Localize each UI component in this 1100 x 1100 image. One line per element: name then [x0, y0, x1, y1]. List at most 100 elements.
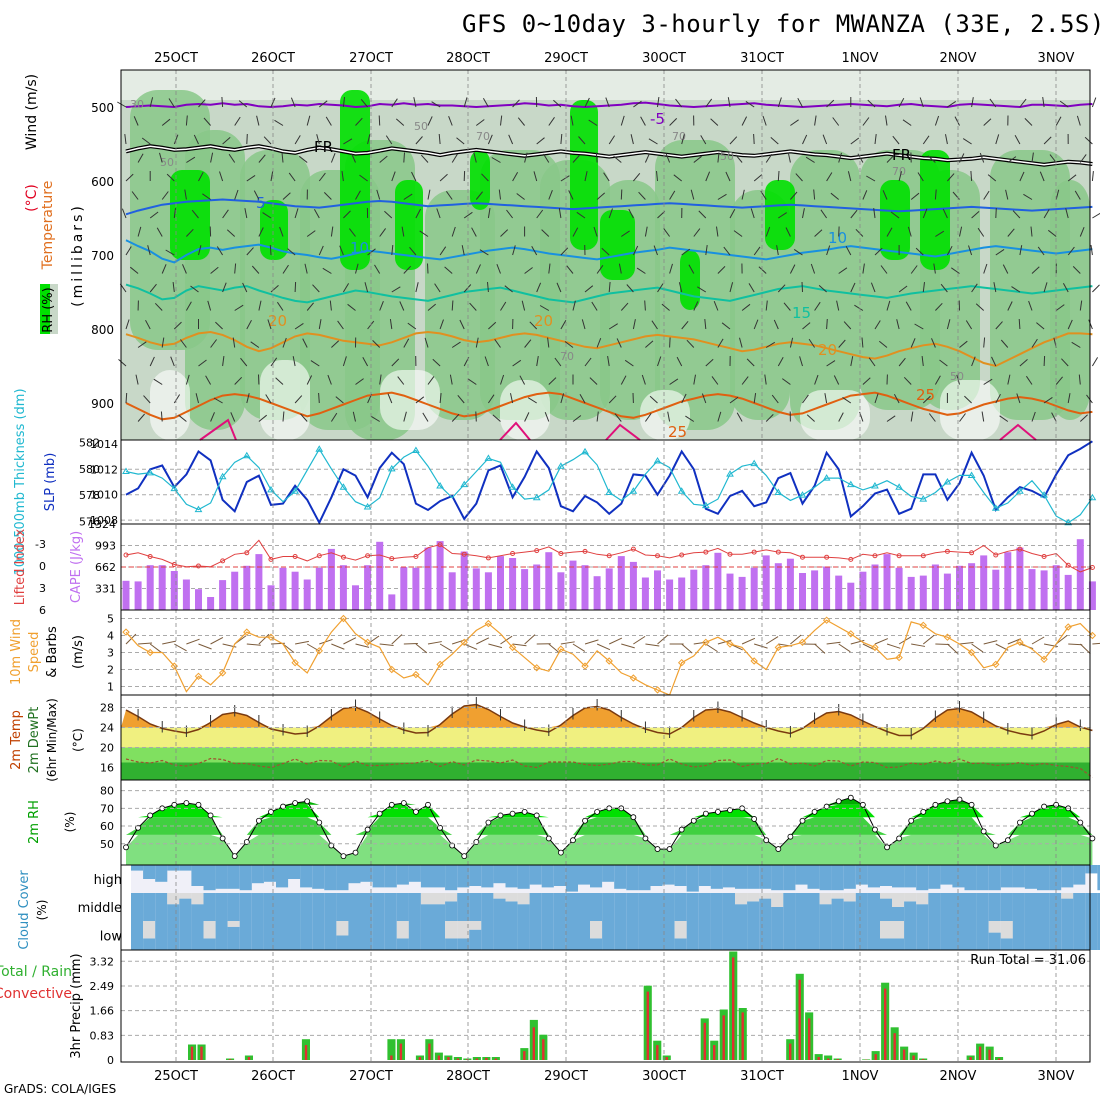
wind-barb	[203, 117, 211, 126]
cloud-cell	[348, 865, 361, 884]
wind-barb	[717, 411, 722, 422]
wind-barb	[765, 153, 773, 163]
wind-barb	[657, 210, 666, 219]
wind-barb	[814, 229, 823, 237]
wind-barb	[822, 134, 828, 145]
wind-barb	[1067, 393, 1071, 404]
slp-tick-label: 1010	[90, 489, 118, 502]
wind-barb	[685, 415, 695, 422]
wind-barb	[910, 338, 916, 348]
li-marker	[944, 548, 950, 554]
li-marker	[799, 554, 805, 560]
wind-barb	[971, 356, 976, 367]
dew-band	[121, 762, 1090, 780]
wind-barb	[524, 152, 528, 163]
wind-barb	[765, 341, 776, 348]
wind-barb	[723, 246, 731, 256]
precip-convective-bar	[997, 1058, 1001, 1060]
wind-barb	[367, 134, 371, 145]
cape-bar	[943, 573, 951, 610]
rh2m-axis-label: 2m RH	[27, 800, 42, 844]
precip-convective-bar	[542, 1039, 545, 1060]
wind-barb	[886, 154, 895, 163]
cape-bar	[835, 575, 843, 610]
cape-bar	[291, 571, 299, 610]
cloud-cell	[1049, 921, 1062, 950]
wind-marker	[581, 662, 589, 670]
wind-barb	[965, 320, 973, 330]
cape-tick-label: 331	[95, 583, 116, 596]
precip-convective-bar	[447, 1057, 450, 1060]
cloud-cell	[674, 938, 687, 950]
cloud-cell	[940, 893, 953, 921]
cape-bar	[400, 567, 408, 610]
wind-barb	[318, 245, 324, 256]
wind-barb	[874, 247, 883, 256]
wind-barb	[504, 285, 513, 293]
wind-barb	[676, 356, 683, 367]
wind-marker	[822, 616, 831, 624]
wind-barb	[572, 154, 581, 163]
wind-barb	[445, 191, 453, 200]
wind-barb	[713, 301, 719, 311]
wind-barb	[337, 320, 344, 330]
date-label-top: 3NOV	[1038, 51, 1075, 66]
wind-barb	[596, 265, 604, 274]
wind-barb	[135, 374, 139, 385]
wind-barb	[306, 302, 314, 311]
wind-barb	[484, 356, 489, 367]
wind-barb	[560, 247, 569, 256]
cloud-clear-cell	[517, 893, 530, 905]
cloud-cell	[578, 921, 591, 950]
cloud-cell	[976, 893, 989, 921]
thickness-marker	[122, 467, 130, 474]
wind-barb	[934, 375, 941, 385]
wind-barb	[1067, 319, 1073, 330]
cloud-cell	[408, 893, 421, 921]
cloud-cell	[1061, 865, 1074, 888]
wind-barb	[898, 171, 902, 182]
wind-barb	[221, 96, 224, 108]
wind-barb	[129, 266, 139, 274]
li-marker	[969, 550, 975, 556]
precip-convective-bar	[732, 957, 735, 1060]
wind-barb	[959, 413, 966, 422]
wind-barb	[306, 375, 313, 385]
wind-barb	[1091, 171, 1094, 182]
cloud-cell	[771, 865, 784, 891]
wind-barb	[234, 116, 241, 126]
wind-barb	[608, 323, 618, 330]
cape-bar	[714, 552, 722, 610]
rh-high-core	[880, 180, 910, 260]
temperature-contour-10	[125, 239, 1093, 264]
cloud-cell	[348, 893, 361, 921]
cape-bar	[617, 556, 625, 610]
wind-barb	[814, 301, 821, 311]
wind-barb	[838, 267, 848, 274]
temperature-axis-label-unit: (°C)	[24, 184, 40, 212]
rh-marker	[231, 853, 238, 860]
cloud-clear-cell	[1000, 921, 1013, 939]
cloud-cell	[867, 921, 880, 950]
wind-barb	[318, 392, 320, 404]
wind-barb	[1091, 97, 1097, 108]
wind-barb	[566, 265, 574, 274]
wind-barb	[1043, 136, 1052, 145]
cloud-clear-cell	[880, 893, 893, 899]
wind-barb	[524, 339, 532, 348]
wind-barb	[147, 245, 151, 256]
wind-barb	[342, 283, 350, 293]
wind-barb	[616, 338, 622, 348]
cloud-cell	[976, 921, 989, 950]
wind-barb	[782, 378, 791, 385]
cloud-cell	[191, 921, 204, 950]
precip-convective-bar	[798, 979, 801, 1060]
wind-barb	[741, 303, 751, 311]
wind-barb	[479, 249, 489, 256]
rh-marker	[1077, 819, 1084, 826]
wind-barb	[632, 245, 639, 256]
wind-barb	[729, 282, 734, 293]
wind-barb	[793, 248, 803, 256]
thickness-marker	[822, 474, 831, 481]
